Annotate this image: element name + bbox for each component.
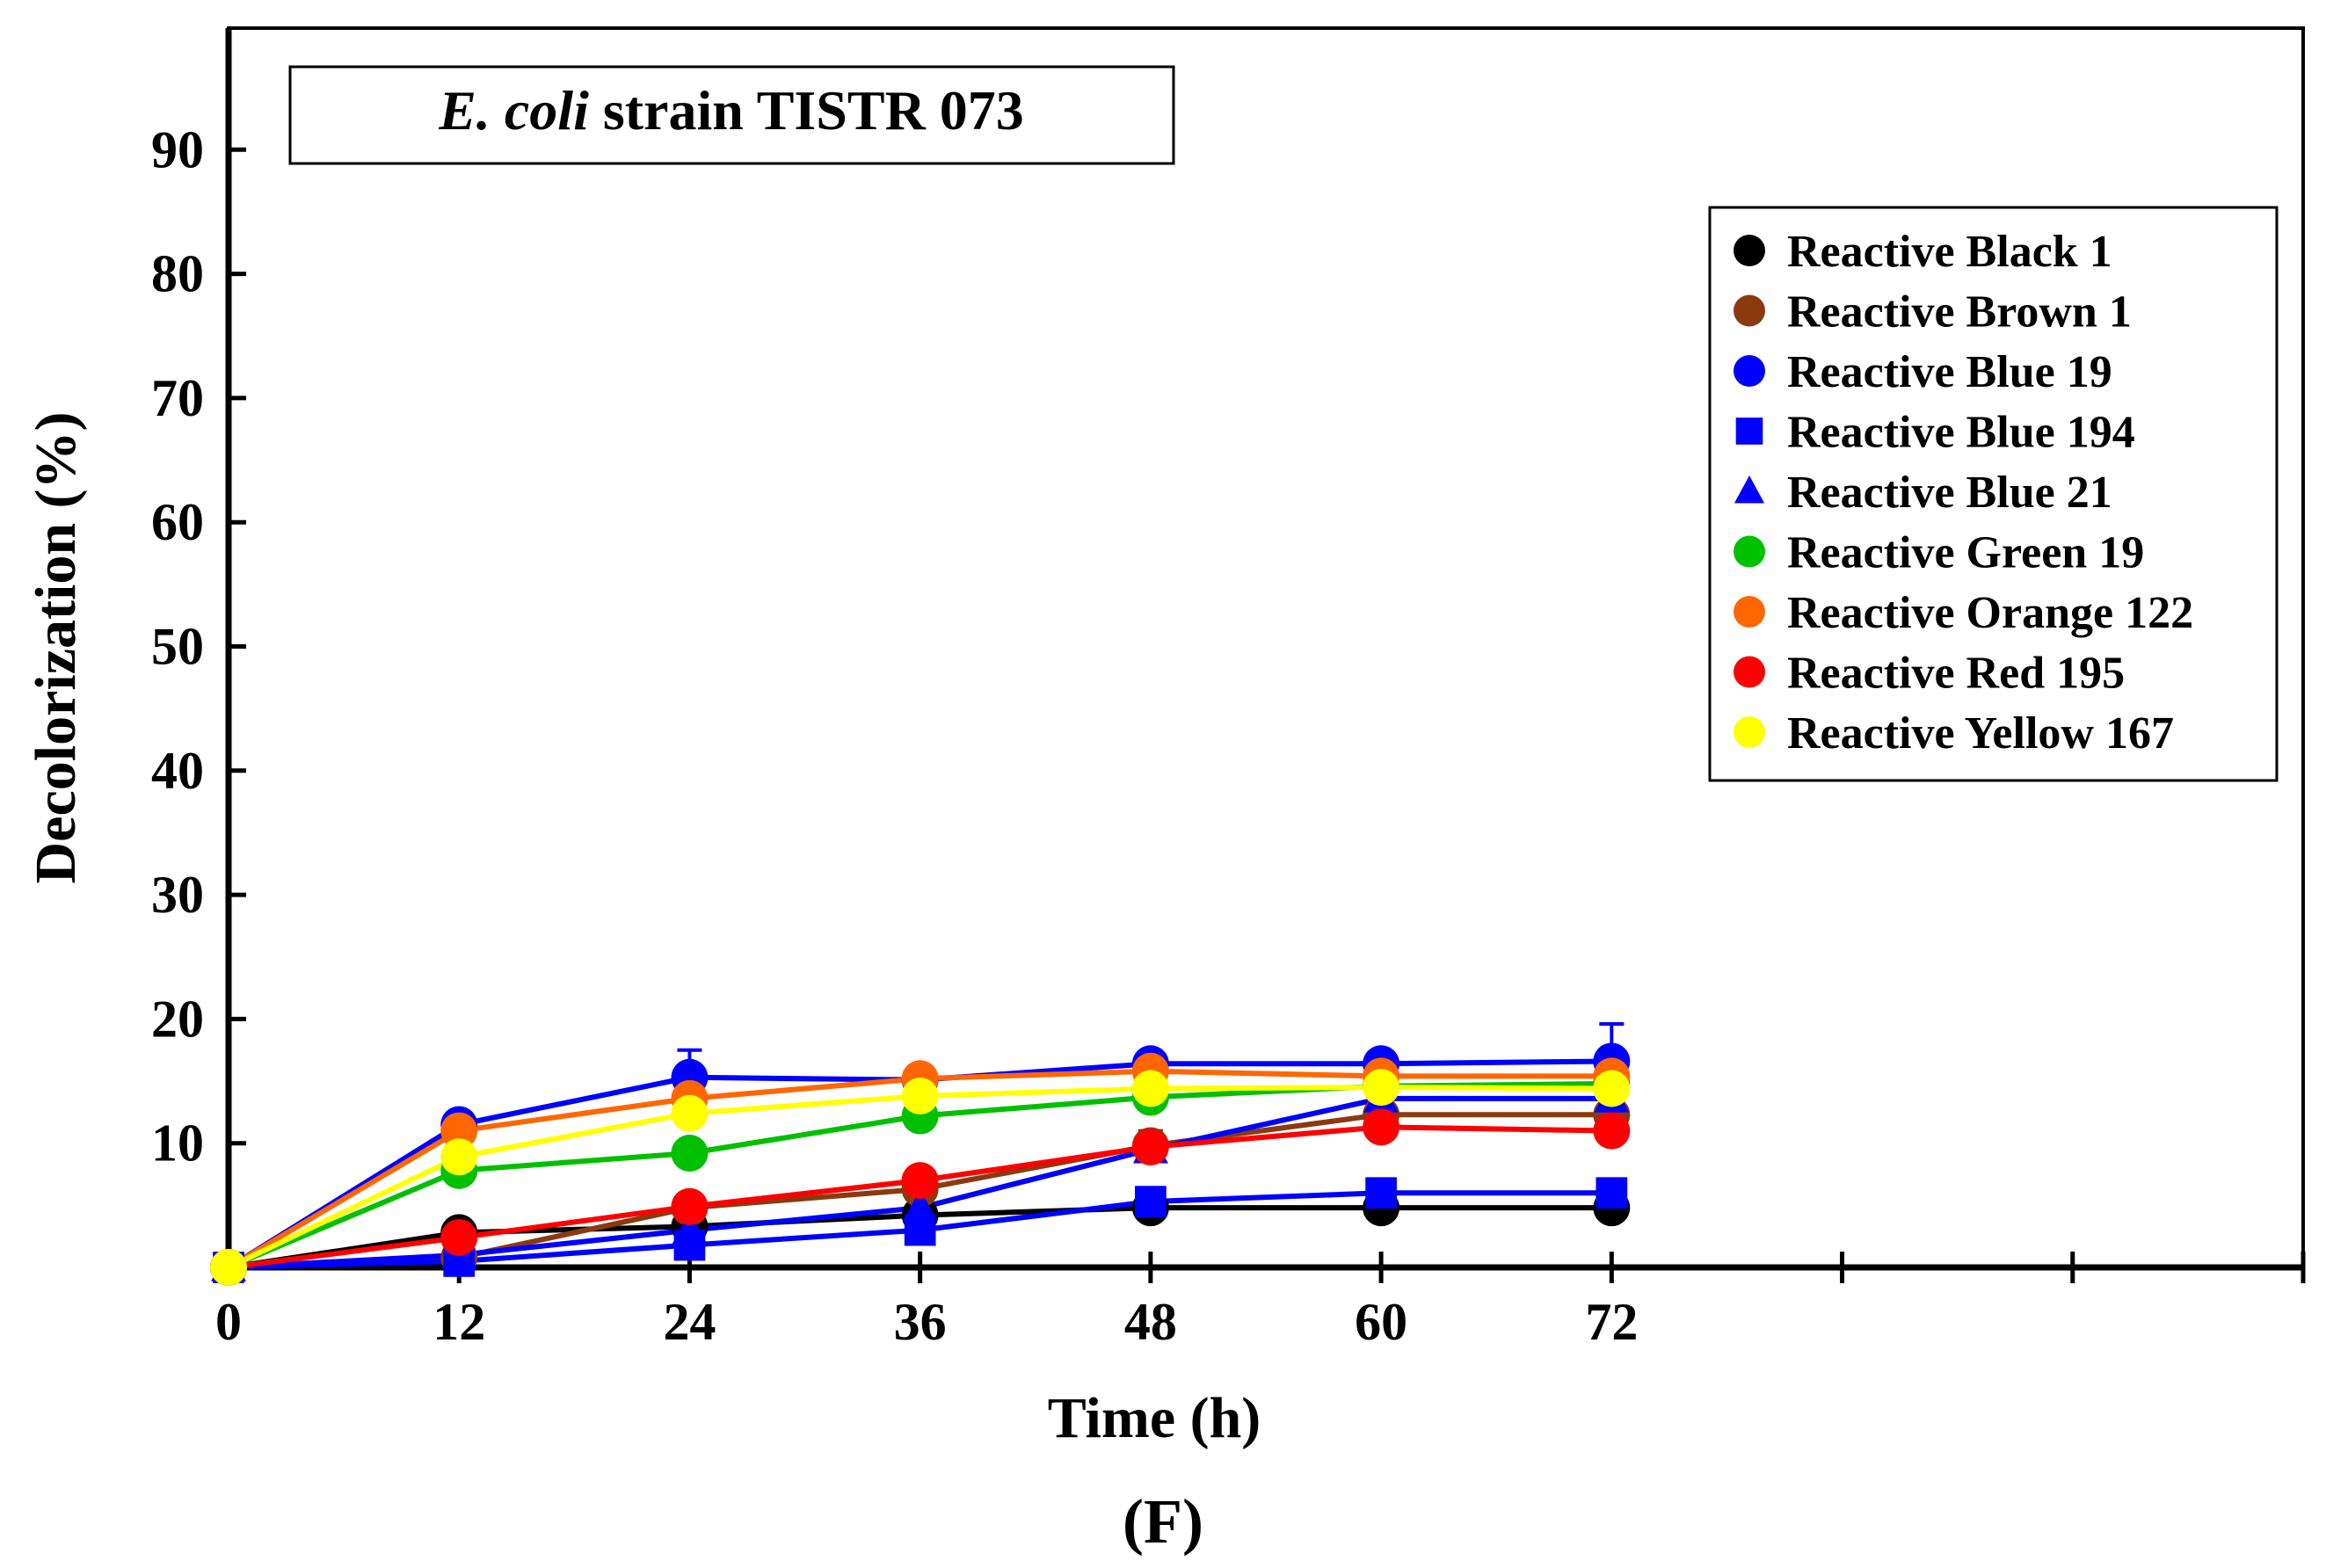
data-point-reactive-yellow-167	[1363, 1069, 1400, 1107]
x-tick-label: 36	[894, 1293, 947, 1351]
legend-label-reactive-blue-19: Reactive Blue 19	[1787, 347, 2112, 397]
x-tick-label: 48	[1124, 1293, 1177, 1351]
legend-marker-reactive-orange-122	[1734, 596, 1765, 628]
data-point-reactive-yellow-167	[1131, 1070, 1169, 1107]
chart-title-italic: E. coli	[438, 79, 589, 142]
data-point-reactive-red-195	[671, 1187, 709, 1225]
y-tick-label: 30	[151, 866, 204, 924]
chart-title-rest: strain TISTR 073	[589, 79, 1024, 142]
panel-label: (F)	[1123, 1486, 1203, 1557]
data-point-reactive-blue-194	[1365, 1177, 1397, 1209]
legend: Reactive Black 1 Reactive Brown 1 Reactive…	[1708, 206, 2279, 782]
legend-marker-reactive-brown-1	[1734, 294, 1765, 327]
data-point-reactive-green-19	[671, 1135, 709, 1172]
legend-label-reactive-brown-1: Reactive Brown 1	[1787, 287, 2132, 338]
y-axis-ticks: 10 20 30 40 50 60 70 80 90	[151, 120, 246, 1172]
legend-label-reactive-green-19: Reactive Green 19	[1787, 528, 2144, 578]
data-point-reactive-red-195	[440, 1219, 478, 1257]
y-tick-label: 80	[151, 245, 204, 303]
y-tick-label: 60	[151, 493, 204, 551]
data-point-reactive-blue-21	[672, 1211, 708, 1245]
legend-marker-reactive-blue-21	[1734, 475, 1765, 504]
x-tick-label: 0	[215, 1293, 242, 1351]
x-tick-label: 60	[1355, 1293, 1407, 1351]
data-point-reactive-yellow-167	[901, 1078, 939, 1115]
y-tick-label: 90	[151, 120, 204, 178]
legend-label-reactive-black-1: Reactive Black 1	[1787, 227, 2112, 277]
data-point-reactive-yellow-167	[1593, 1070, 1631, 1107]
data-point-reactive-yellow-167	[210, 1249, 247, 1286]
legend-label-reactive-blue-21: Reactive Blue 21	[1787, 468, 2112, 518]
legend-label-reactive-yellow-167: Reactive Yellow 167	[1787, 708, 2174, 759]
x-tick-label: 72	[1585, 1293, 1638, 1351]
x-tick-label: 24	[663, 1293, 716, 1351]
legend-marker-reactive-red-195	[1734, 656, 1765, 688]
y-tick-label: 20	[151, 990, 204, 1048]
legend-marker-reactive-green-19	[1734, 535, 1765, 568]
legend-label-reactive-red-195: Reactive Red 195	[1787, 649, 2125, 699]
title-box	[288, 65, 1175, 165]
data-point-reactive-red-195	[1593, 1112, 1631, 1150]
data-point-reactive-yellow-167	[671, 1094, 709, 1132]
data-point-reactive-red-195	[1131, 1128, 1169, 1165]
data-point-reactive-orange-122	[440, 1112, 478, 1150]
legend-marker-reactive-blue-194	[1735, 417, 1763, 445]
data-point-reactive-blue-194	[1595, 1177, 1628, 1209]
data-point-reactive-red-195	[901, 1162, 939, 1200]
y-tick-label: 70	[151, 369, 204, 427]
legend-box	[1708, 206, 2279, 782]
x-axis-ticks: 0 12 24 36 48 60 72	[215, 1252, 2306, 1351]
y-axis-title: Decolorization (%)	[24, 412, 88, 884]
x-tick-label: 12	[432, 1293, 485, 1351]
y-tick-label: 50	[151, 618, 204, 676]
data-point-reactive-red-195	[1363, 1108, 1400, 1146]
data-point-reactive-blue-194	[1135, 1186, 1167, 1217]
data-point-reactive-yellow-167	[440, 1138, 478, 1176]
series-markers	[210, 1042, 1631, 1286]
legend-marker-reactive-black-1	[1734, 235, 1765, 266]
y-tick-label: 10	[151, 1114, 204, 1172]
legend-label-reactive-orange-122: Reactive Orange 122	[1787, 588, 2193, 638]
x-axis-title: Time (h)	[1048, 1386, 1261, 1450]
y-tick-label: 40	[151, 742, 204, 800]
data-point-reactive-blue-21	[902, 1189, 938, 1222]
legend-marker-reactive-blue-19	[1734, 355, 1765, 387]
legend-label-reactive-blue-194: Reactive Blue 194	[1787, 408, 2135, 458]
chart-title: E. coli strain TISTR 073	[438, 79, 1024, 142]
legend-marker-reactive-yellow-167	[1734, 716, 1765, 748]
